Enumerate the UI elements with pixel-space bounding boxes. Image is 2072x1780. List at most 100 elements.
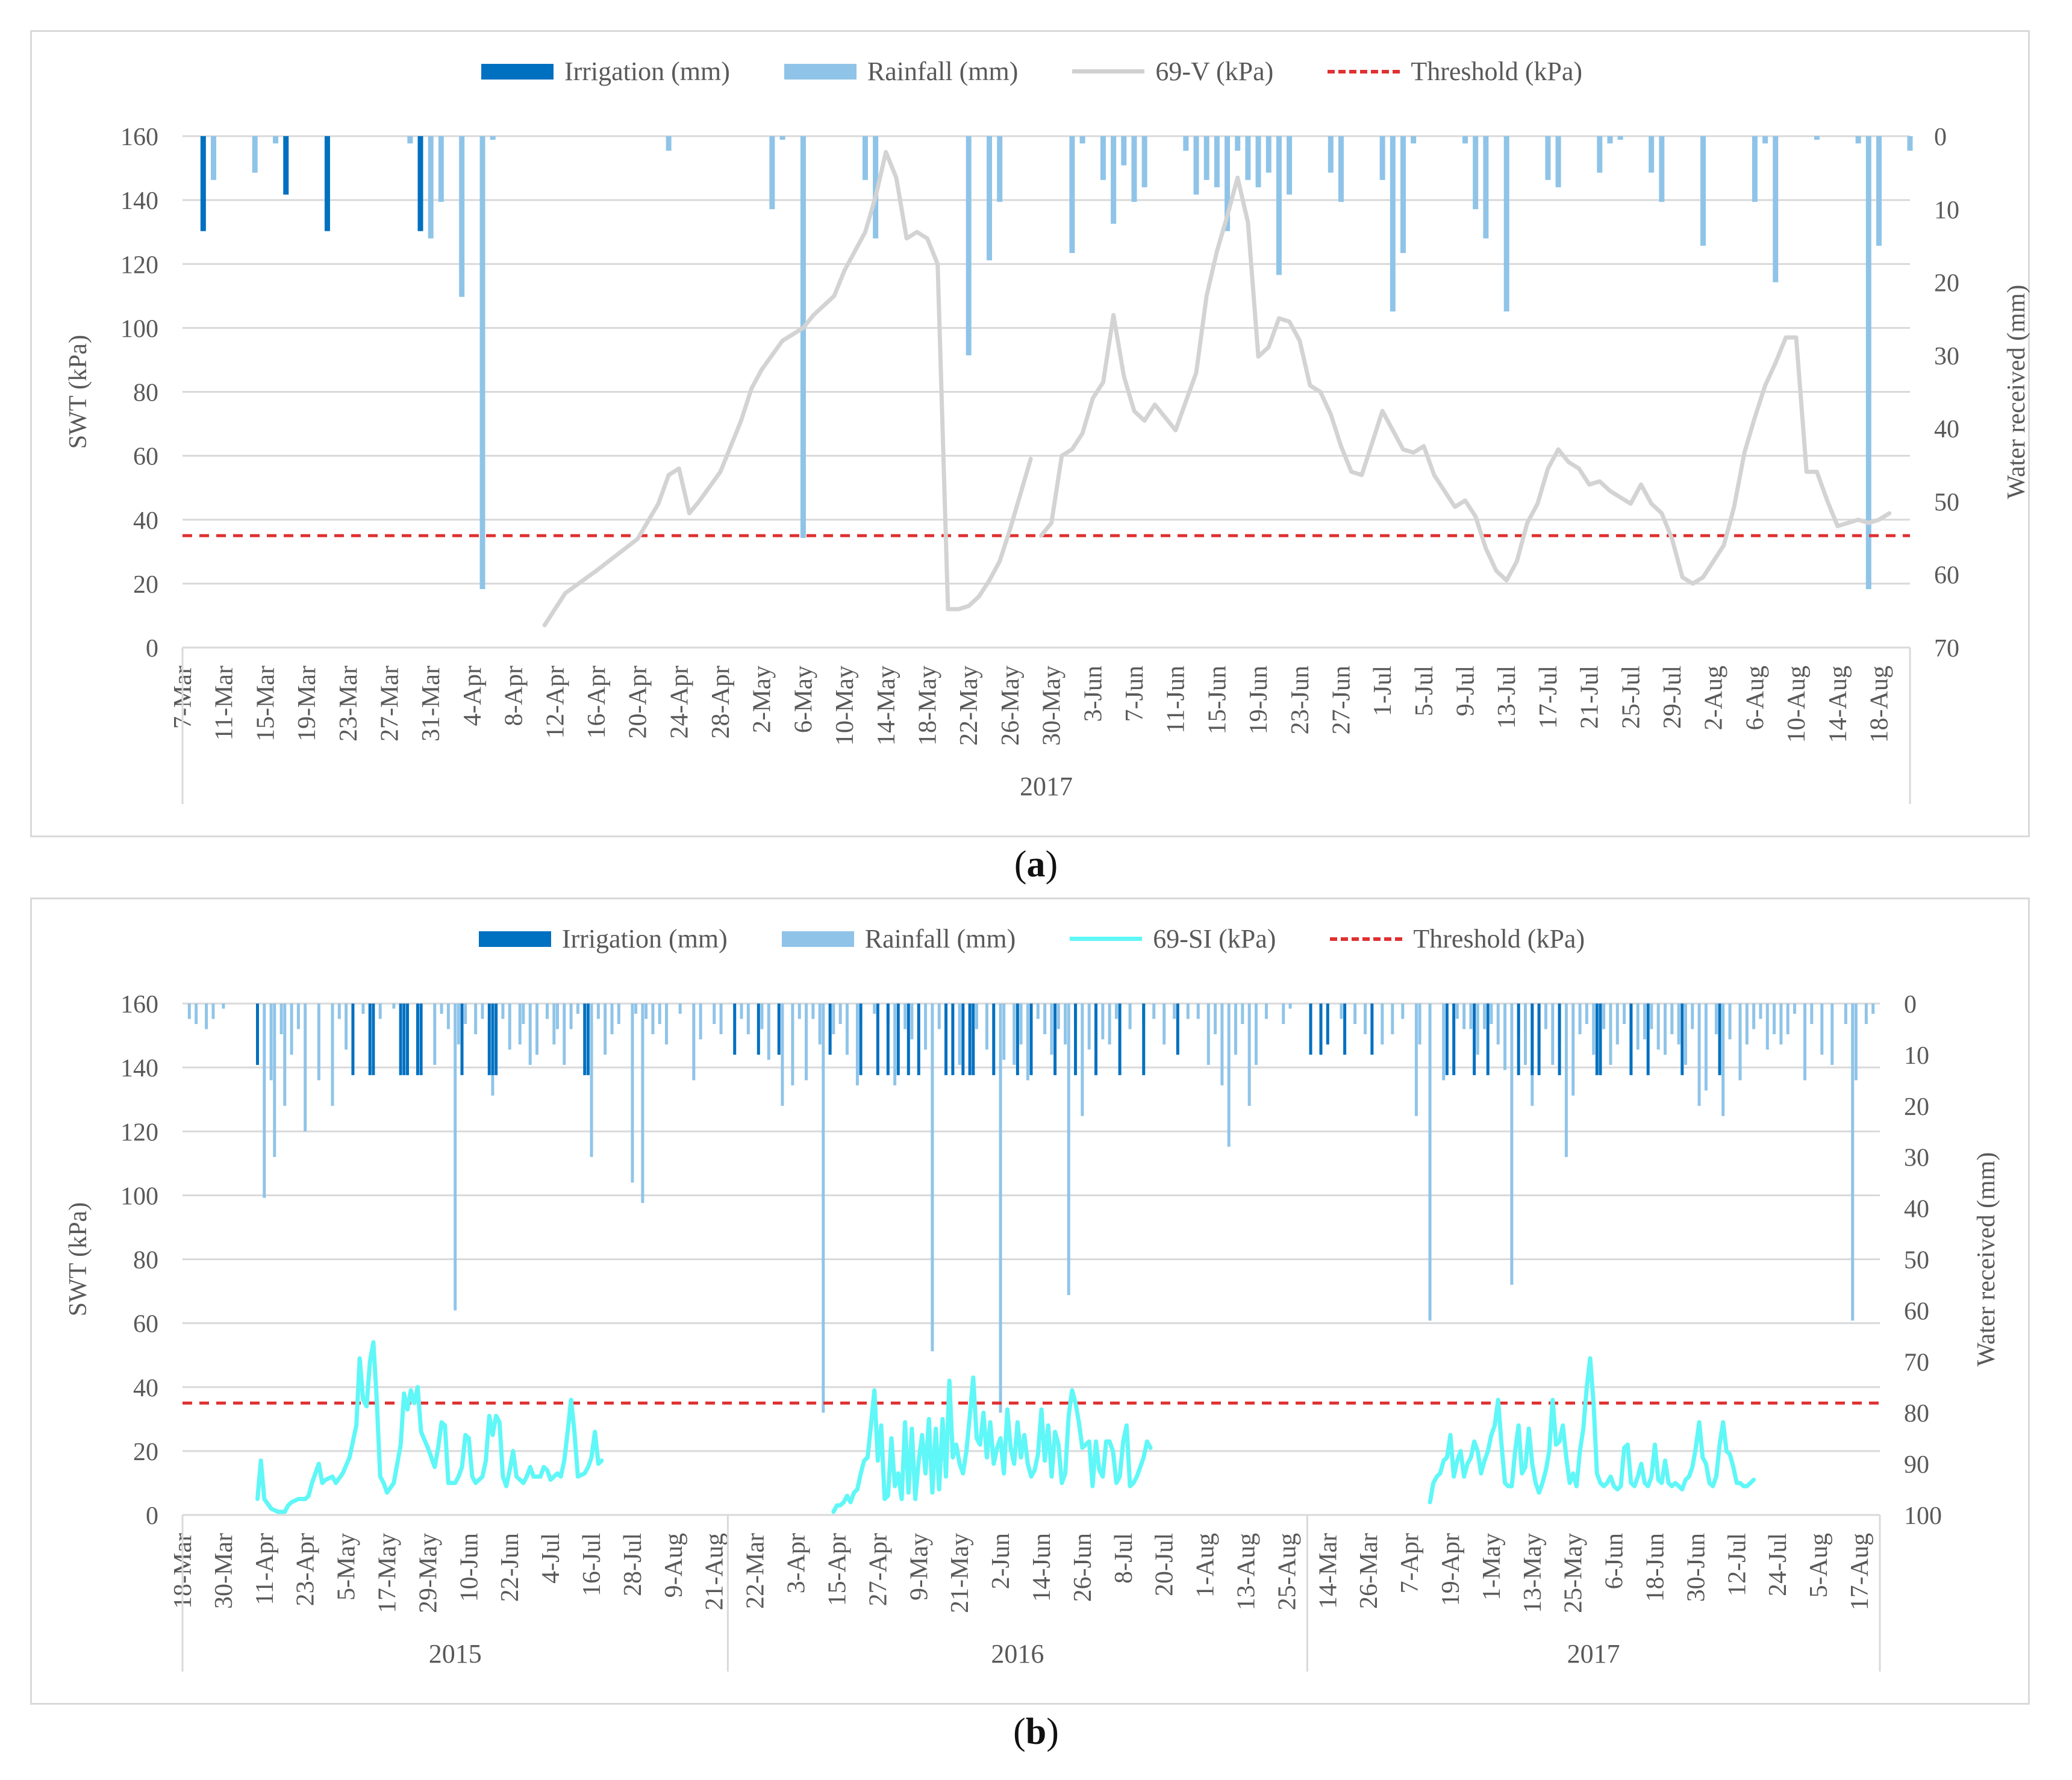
rainfall-bar xyxy=(1759,1004,1762,1019)
x-tick-label: 12-Jul xyxy=(1723,1533,1751,1596)
y-tick-label: 120 xyxy=(120,251,158,279)
x-tick-label: 30-Mar xyxy=(210,1533,238,1609)
x-tick-label: 4-Apr xyxy=(459,666,487,726)
irrigation-bar xyxy=(1680,1004,1684,1075)
rainfall-bar xyxy=(1765,1004,1769,1050)
rainfall-bar xyxy=(1578,1004,1582,1034)
rainfall-bar xyxy=(1379,136,1385,180)
irrigation-bar xyxy=(1370,1004,1374,1055)
y-tick-label: 80 xyxy=(133,379,158,407)
rainfall-bar xyxy=(545,1004,549,1019)
rainfall-bar xyxy=(508,1004,511,1050)
irrigation-bar xyxy=(1537,1004,1541,1075)
rainfall-bar xyxy=(1381,1004,1384,1045)
rainfall-bar xyxy=(1428,1004,1432,1321)
sensor-series-line xyxy=(255,1340,604,1514)
rainfall-bar xyxy=(1677,1004,1680,1045)
rainfall-bar xyxy=(1659,136,1665,202)
x-tick-label: 2-Aug xyxy=(1700,666,1728,730)
irrigation-bar xyxy=(405,1004,409,1075)
x-tick-label: 14-May xyxy=(873,666,900,746)
rainfall-bar xyxy=(1101,1004,1105,1040)
legend-sensor-label: 69-SI (kPa) xyxy=(1153,924,1276,954)
rainfall-bar xyxy=(1087,1004,1091,1050)
x-tick-label: 6-Jun xyxy=(1601,1533,1629,1589)
y2-tick-label: 30 xyxy=(1934,343,1959,370)
rainfall-bar xyxy=(924,1004,928,1050)
rainfall-bar xyxy=(699,1004,702,1040)
x-tick-label: 19-Mar xyxy=(293,666,321,742)
rainfall-bar xyxy=(1247,1004,1251,1106)
rainfall-bar xyxy=(1328,136,1334,173)
irrigation-bar xyxy=(417,136,423,231)
rainfall-bar xyxy=(1414,1004,1418,1116)
irrigation-bar xyxy=(1517,1004,1520,1075)
rainfall-bar xyxy=(1907,136,1913,151)
rainfall-bar xyxy=(818,1004,822,1045)
x-tick-label: 30-May xyxy=(1038,666,1066,746)
rainfall-bar xyxy=(1745,1004,1749,1045)
irrigation-bar xyxy=(1558,1004,1561,1075)
y2-tick-label: 100 xyxy=(1904,1502,1942,1530)
panel-letter-a: a xyxy=(1026,844,1046,885)
rainfall-bar xyxy=(1390,136,1396,312)
rainfall-bar xyxy=(1496,1004,1500,1045)
rainfall-bar xyxy=(304,1004,307,1132)
x-tick-label: 19-Apr xyxy=(1437,1533,1465,1606)
rainfall-bar xyxy=(1162,1004,1166,1045)
rainfall-bar xyxy=(1602,1004,1606,1029)
rainfall-bar xyxy=(1649,136,1655,173)
x-tick-label: 18-Jun xyxy=(1642,1533,1670,1602)
x-tick-label: 15-Mar xyxy=(252,666,279,742)
rainfall-bar xyxy=(1026,1004,1029,1081)
rainfall-bar xyxy=(832,1004,835,1034)
y-tick-label: 160 xyxy=(120,123,158,151)
irrigation-bar xyxy=(1309,1004,1312,1055)
x-tick-label: 1-May xyxy=(1478,1533,1506,1600)
x-tick-label: 24-Jul xyxy=(1764,1533,1792,1596)
x-tick-label: 4-Jul xyxy=(537,1533,565,1584)
rainfall-bar xyxy=(1762,136,1768,144)
irrigation-bar xyxy=(1029,1004,1033,1075)
year-label: 2016 xyxy=(991,1639,1044,1669)
rainfall-bar xyxy=(296,1004,300,1029)
rainfall-bar xyxy=(1636,1004,1640,1050)
irrigation-bar xyxy=(972,1004,975,1075)
rainfall-bar xyxy=(187,1004,191,1019)
rainfall-bar xyxy=(1338,136,1344,202)
y2-tick-label: 20 xyxy=(1904,1093,1929,1121)
rainfall-bar xyxy=(604,1004,607,1055)
x-tick-label: 17-May xyxy=(374,1533,402,1613)
rainfall-bar xyxy=(1036,1004,1040,1019)
irrigation-bar xyxy=(1595,1004,1599,1075)
legend-threshold-a: Threshold (kPa) xyxy=(1328,56,1582,87)
rainfall-bar xyxy=(1411,136,1417,144)
irrigation-bar xyxy=(495,1004,498,1075)
rainfall-bar xyxy=(269,1004,273,1081)
rainfall-bar xyxy=(283,1004,287,1106)
rainfall-bar xyxy=(1111,136,1117,224)
rainfall-bar xyxy=(1364,1004,1367,1034)
rainfall-bar xyxy=(1255,136,1261,187)
x-tick-label: 11-Mar xyxy=(211,666,239,740)
rainfall-bar xyxy=(975,1004,978,1029)
y2-tick-label: 70 xyxy=(1934,635,1959,663)
rainfall-bar xyxy=(1607,136,1613,144)
rainfall-bar xyxy=(1079,136,1085,144)
rainfall-bar xyxy=(692,1004,696,1081)
rainfall-bar xyxy=(781,1004,784,1106)
rainfall-bar xyxy=(252,136,258,173)
rainfall-bar xyxy=(658,1004,661,1024)
x-tick-label: 8-Apr xyxy=(501,666,528,726)
rainfall-bar xyxy=(555,1004,559,1029)
rainfall-bar xyxy=(1490,1004,1493,1024)
rainfall-bar xyxy=(433,1004,437,1065)
rainfall-bar xyxy=(1043,1004,1047,1034)
x-tick-label: 25-Aug xyxy=(1273,1533,1301,1610)
rainfall-bar xyxy=(1851,1004,1855,1321)
rainfall-bar xyxy=(1288,1004,1292,1009)
rainfall-bar xyxy=(1503,136,1509,312)
irrigation-bar xyxy=(1486,1004,1490,1075)
rainfall-bar xyxy=(1510,1004,1514,1285)
irrigation-bar xyxy=(886,1004,890,1075)
